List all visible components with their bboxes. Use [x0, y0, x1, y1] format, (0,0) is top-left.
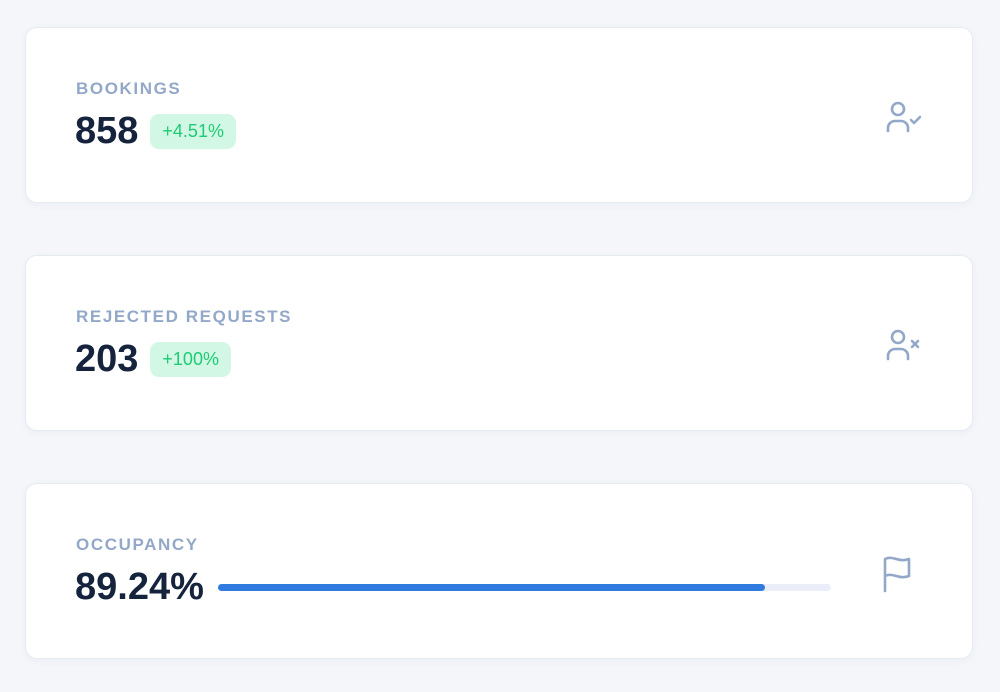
occupancy-card: OCCUPANCY 89.24% — [25, 483, 973, 659]
rejected-requests-card: REJECTED REQUESTS 203 +100% — [25, 255, 973, 431]
change-badge: +4.51% — [150, 114, 236, 149]
change-badge: +100% — [150, 342, 231, 377]
occupancy-progress-fill — [217, 584, 765, 591]
card-label: OCCUPANCY — [76, 535, 199, 554]
card-value: 203 — [75, 338, 139, 380]
bookings-card: BOOKINGS 858 +4.51% — [25, 27, 973, 203]
user-check-icon — [886, 101, 922, 133]
card-value: 89.24% — [75, 566, 204, 608]
flag-icon — [883, 556, 911, 593]
card-value: 858 — [75, 110, 139, 152]
user-x-icon — [886, 329, 920, 361]
card-label: BOOKINGS — [76, 79, 182, 98]
card-label: REJECTED REQUESTS — [76, 307, 293, 326]
occupancy-progress-bar — [217, 584, 831, 591]
